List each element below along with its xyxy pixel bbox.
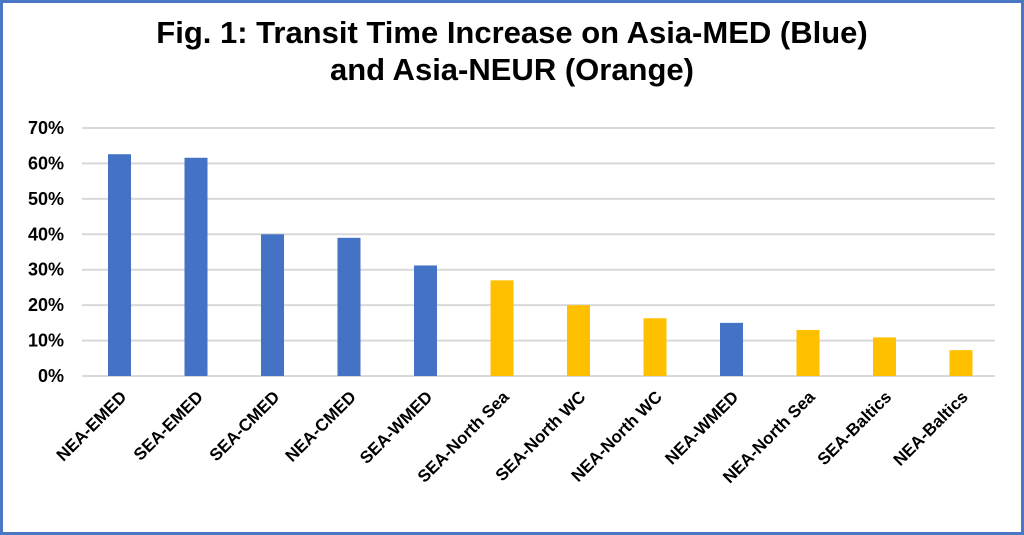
bar bbox=[643, 318, 667, 376]
x-tick-label: NEA-Baltics bbox=[890, 387, 972, 469]
x-tick-label: SEA-WMED bbox=[356, 387, 436, 467]
chart-title-line2: and Asia-NEUR (Orange) bbox=[329, 52, 694, 87]
bar bbox=[720, 322, 743, 376]
y-tick-label: 30% bbox=[28, 260, 64, 280]
bar bbox=[337, 237, 361, 376]
x-tick-label: NEA-EMED bbox=[53, 387, 131, 465]
y-tick-label: 40% bbox=[28, 224, 64, 244]
y-tick-label: 10% bbox=[28, 331, 64, 351]
bar bbox=[796, 329, 820, 376]
x-tick-label: SEA-CMED bbox=[206, 387, 284, 465]
y-tick-label: 70% bbox=[28, 118, 64, 138]
x-tick-label: SEA-Baltics bbox=[814, 387, 896, 469]
bar bbox=[873, 337, 896, 376]
bar bbox=[567, 305, 590, 376]
chart-title-line1: Fig. 1: Transit Time Increase on Asia-ME… bbox=[156, 15, 868, 50]
x-tick-label: NEA-CMED bbox=[282, 387, 360, 465]
bar bbox=[184, 157, 208, 376]
bar bbox=[949, 350, 973, 376]
bar bbox=[108, 154, 131, 376]
bar bbox=[261, 234, 284, 376]
x-tick-label: SEA-EMED bbox=[130, 387, 207, 464]
x-tick-label: NEA-WMED bbox=[661, 387, 742, 468]
chart-title: Fig. 1: Transit Time Increase on Asia-ME… bbox=[0, 14, 1024, 88]
y-tick-label: 60% bbox=[28, 153, 64, 173]
bar bbox=[490, 280, 514, 376]
y-tick-label: 50% bbox=[28, 189, 64, 209]
y-tick-label: 20% bbox=[28, 295, 64, 315]
y-tick-label: 0% bbox=[38, 366, 64, 386]
bar bbox=[414, 265, 437, 376]
